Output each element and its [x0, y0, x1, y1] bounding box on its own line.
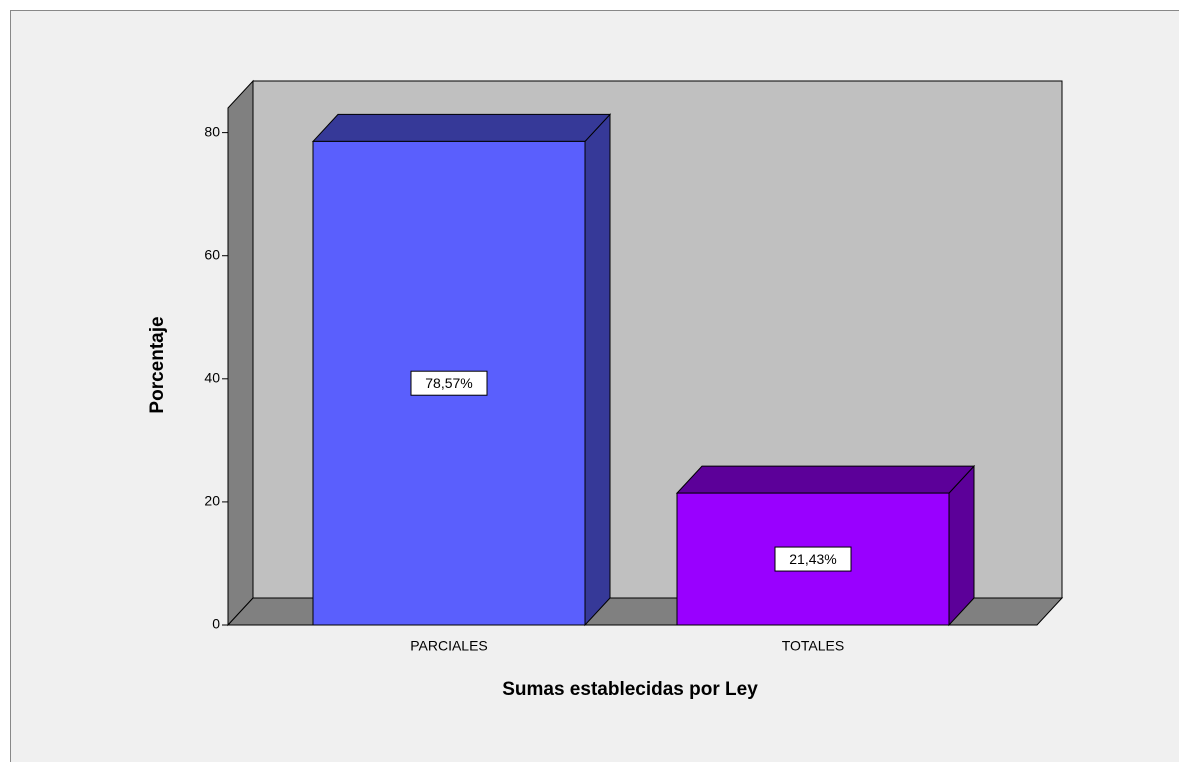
value-label-box: [410, 370, 488, 396]
value-label: 78,57%: [425, 375, 472, 391]
bar-top: [675, 465, 976, 494]
y-axis-title: Porcentaje: [147, 316, 168, 413]
x-tick-label: PARCIALES: [410, 638, 488, 654]
bar-side: [584, 113, 611, 627]
y-tick-label: 0: [212, 616, 220, 632]
y-tick-label: 20: [204, 493, 220, 509]
plot-area: 0 20 40 60 80 PARCIALES 78,57% TOTALES 21,43%: [204, 79, 1064, 654]
bar-side: [948, 464, 975, 627]
value-label-box: [774, 546, 852, 572]
y-tick-label: 40: [204, 370, 220, 386]
bar-top: [311, 113, 612, 142]
y-tick-label: 80: [204, 123, 220, 139]
x-axis-title: Sumas establecidas por Ley: [502, 679, 758, 700]
x-tick-label: TOTALES: [782, 638, 845, 654]
side-wall: [227, 79, 254, 627]
y-tick-label: 60: [204, 246, 220, 262]
value-label: 21,43%: [789, 551, 836, 567]
